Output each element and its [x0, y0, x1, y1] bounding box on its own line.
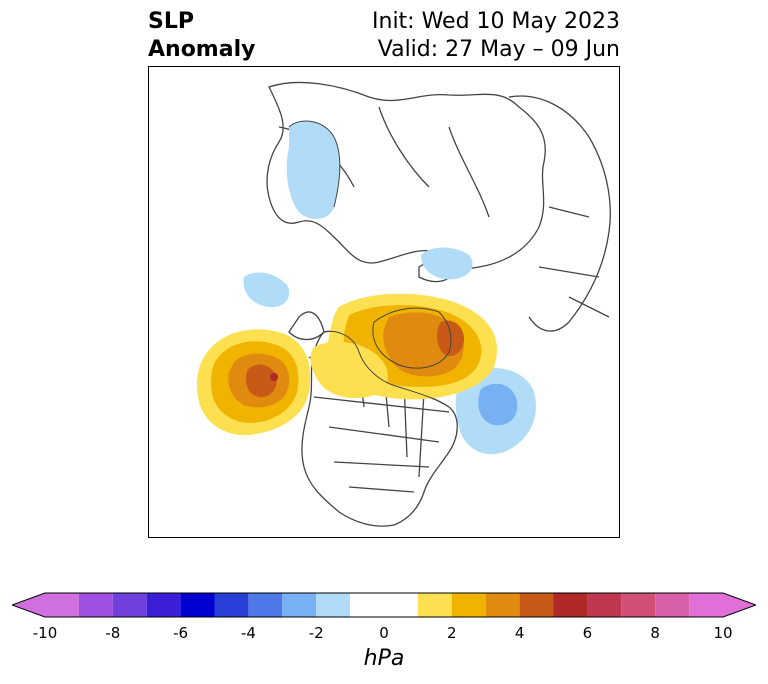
- colorbar-bin-8: [282, 593, 317, 617]
- colorbar-bin-1: [45, 593, 79, 617]
- colorbar-bin-12: [451, 593, 486, 617]
- colorbar-bin-17: [621, 593, 656, 617]
- negative-anomaly-scandinavia: [286, 121, 340, 219]
- colorbar-tick-label: -4: [240, 624, 256, 642]
- colorbar-bin-3: [112, 593, 147, 617]
- colorbar-bin-13: [485, 593, 520, 617]
- positive-anomaly-alaska-core: [270, 373, 278, 381]
- colorbar-outline: [12, 592, 756, 618]
- colorbar-tick-label: 10: [713, 624, 733, 642]
- colorbar-bin-9: [316, 593, 351, 617]
- colorbar-bin-20: [723, 593, 756, 617]
- map-title: SLP Anomaly: [148, 8, 255, 64]
- colorbar-units: hPa: [363, 646, 405, 671]
- colorbar-bins: [12, 593, 756, 617]
- negative-anomaly-north-atlantic-core: [478, 383, 518, 426]
- forecast-dates: Init: Wed 10 May 2023 Valid: 27 May – 09…: [372, 8, 620, 64]
- valid-range: Valid: 27 May – 09 Jun: [377, 37, 620, 62]
- colorbar-bin-15: [553, 593, 588, 617]
- colorbar-bin-2: [78, 593, 113, 617]
- alaska-outline: [288, 311, 325, 341]
- colorbar-bin-16: [587, 593, 622, 617]
- positive-anomalies: [196, 293, 498, 436]
- colorbar-tick-label: 2: [447, 624, 457, 642]
- colorbar-bin-7: [248, 593, 283, 617]
- colorbar-tick-label: -8: [105, 624, 121, 642]
- colorbar-tick-label: -6: [173, 624, 189, 642]
- eurasia-outline: [266, 81, 546, 269]
- canada-coast-overlay: [323, 330, 450, 408]
- colorbar: [12, 592, 756, 618]
- coastlines-overlay: [288, 120, 452, 408]
- negative-anomalies: [243, 121, 536, 455]
- title-line-1: SLP: [148, 9, 194, 34]
- colorbar-bin-5: [180, 593, 215, 617]
- colorbar-tick-label: 0: [379, 624, 389, 642]
- title-line-2: Anomaly: [148, 37, 256, 62]
- colorbar-bin-18: [655, 593, 690, 617]
- map-svg: [196, 81, 611, 527]
- colorbar-tick-label: 8: [650, 624, 660, 642]
- negative-anomaly-bering: [243, 272, 290, 308]
- colorbar-bin-19: [689, 593, 723, 617]
- negative-anomaly-siberia: [421, 247, 473, 280]
- colorbar-bin-10: [350, 593, 418, 617]
- colorbar-tick-label: -2: [308, 624, 324, 642]
- greenland-overlay: [372, 307, 452, 369]
- init-date: Init: Wed 10 May 2023: [372, 9, 620, 34]
- positive-anomaly-canada-bridge: [310, 341, 389, 399]
- far-east-coast: [508, 95, 611, 332]
- colorbar-bin-0: [12, 593, 45, 617]
- colorbar-bin-11: [417, 593, 452, 617]
- colorbar-tick-label: -10: [32, 624, 58, 642]
- positive-anomaly-alaska-4: [246, 364, 277, 398]
- map-panel: [148, 66, 620, 538]
- colorbar-tick-label: 4: [514, 624, 525, 642]
- colorbar-bin-4: [146, 593, 181, 617]
- colorbar-bin-6: [214, 593, 249, 617]
- asia-borders: [538, 206, 610, 318]
- scandinavia-coast-overlay: [288, 120, 341, 208]
- colorbar-tick-label: 6: [582, 624, 593, 642]
- colorbar-bin-14: [519, 593, 554, 617]
